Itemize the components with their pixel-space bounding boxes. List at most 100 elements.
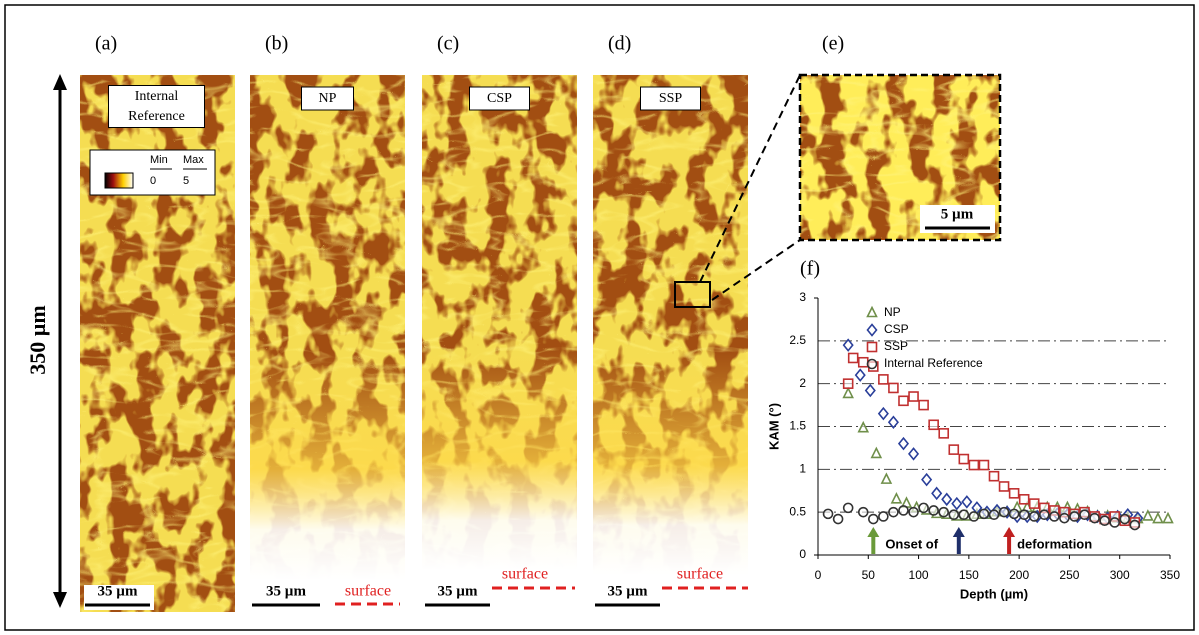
- title-box: [301, 86, 354, 111]
- x-tick-label: 250: [1059, 568, 1079, 582]
- marker: [897, 436, 910, 451]
- marker: [1162, 511, 1174, 524]
- x-tick-label: 350: [1160, 568, 1180, 582]
- marker: [1059, 512, 1070, 524]
- annotation: deformation: [1017, 536, 1092, 551]
- surface-fade: [422, 75, 577, 570]
- legend-marker: [866, 305, 878, 318]
- marker: [842, 386, 854, 399]
- colorbar-min: 0: [150, 175, 156, 187]
- marker: [1008, 488, 1020, 499]
- scale-bar-label: 35 µm: [98, 583, 138, 599]
- marker: [864, 383, 876, 398]
- marker: [948, 509, 960, 521]
- panel-label: (f): [800, 258, 820, 280]
- surface-fade: [593, 75, 748, 575]
- marker: [842, 338, 854, 352]
- legend-marker: [866, 323, 878, 337]
- y-tick-label: 2: [799, 376, 806, 390]
- surface-fade: [250, 75, 405, 580]
- marker: [918, 399, 929, 411]
- marker: [1142, 509, 1154, 521]
- marker: [832, 513, 844, 525]
- marker: [988, 509, 1000, 521]
- legend-marker: [866, 341, 878, 353]
- marker: [921, 472, 933, 487]
- marker: [1028, 498, 1040, 509]
- x-tick-label: 300: [1110, 568, 1130, 582]
- scale-bar-label: 35 µm: [608, 583, 648, 599]
- marker: [857, 506, 869, 518]
- marker: [1099, 515, 1110, 527]
- marker: [870, 446, 883, 459]
- marker: [1079, 509, 1090, 521]
- arrow-head: [53, 74, 67, 90]
- marker: [948, 444, 960, 455]
- x-tick-label: 200: [1009, 568, 1029, 582]
- annotation: Onset of: [885, 536, 938, 551]
- x-tick-label: 0: [815, 568, 822, 582]
- legend-label: CSP: [884, 322, 909, 336]
- surface-label: surface: [502, 566, 548, 583]
- marker: [908, 506, 919, 518]
- y-axis-label: KAM (°): [766, 403, 781, 450]
- y-tick-label: 1: [799, 462, 806, 476]
- colorbar: [104, 172, 134, 189]
- height-label: 350 µm: [25, 305, 50, 375]
- marker: [958, 453, 970, 465]
- marker: [931, 486, 943, 501]
- marker: [1008, 508, 1020, 520]
- arrow-head: [53, 592, 67, 608]
- marker: [938, 428, 950, 439]
- marker: [968, 511, 980, 522]
- y-tick-label: 1.5: [789, 419, 806, 433]
- marker: [908, 447, 920, 461]
- legend-label: NP: [884, 305, 901, 319]
- colorbar-max: 5: [183, 175, 189, 187]
- x-tick-label: 50: [862, 568, 876, 582]
- marker: [1129, 519, 1141, 531]
- panel-title: NP: [319, 91, 337, 106]
- panel-label: (c): [437, 33, 459, 55]
- title-box: [469, 86, 530, 111]
- legend-label: Internal Reference: [884, 356, 983, 370]
- panel-title: SSP: [659, 91, 683, 106]
- marker: [988, 470, 1000, 482]
- marker: [938, 506, 950, 518]
- marker: [998, 481, 1010, 492]
- marker: [878, 511, 889, 522]
- zoom-border: [798, 73, 1002, 242]
- scale-bar-label: 35 µm: [266, 583, 306, 599]
- surface-label: surface: [677, 566, 723, 583]
- marker: [918, 502, 929, 514]
- legend-marker: [866, 358, 878, 370]
- marker: [968, 459, 980, 471]
- marker: [961, 495, 973, 509]
- marker: [898, 395, 909, 407]
- y-tick-label: 0: [799, 547, 806, 561]
- marker: [941, 492, 953, 507]
- marker: [880, 472, 893, 484]
- panel-label: (d): [608, 33, 631, 55]
- onset-arrow-head: [952, 527, 965, 537]
- marker: [888, 382, 899, 394]
- colorbar-min-label: Min: [150, 154, 168, 166]
- marker: [1018, 494, 1030, 505]
- marker: [877, 406, 889, 421]
- marker: [978, 459, 990, 471]
- marker: [928, 505, 939, 516]
- marker: [898, 505, 909, 516]
- marker: [868, 513, 879, 525]
- marker: [951, 496, 963, 511]
- marker: [888, 506, 899, 518]
- marker: [928, 419, 939, 431]
- panel-title: CSP: [487, 91, 512, 106]
- marker: [1069, 511, 1080, 522]
- y-tick-label: 3: [799, 290, 806, 304]
- scale-bar-label: 35 µm: [438, 583, 478, 599]
- title-box: [640, 86, 701, 111]
- marker: [1038, 509, 1050, 521]
- panel-label: (b): [265, 33, 288, 55]
